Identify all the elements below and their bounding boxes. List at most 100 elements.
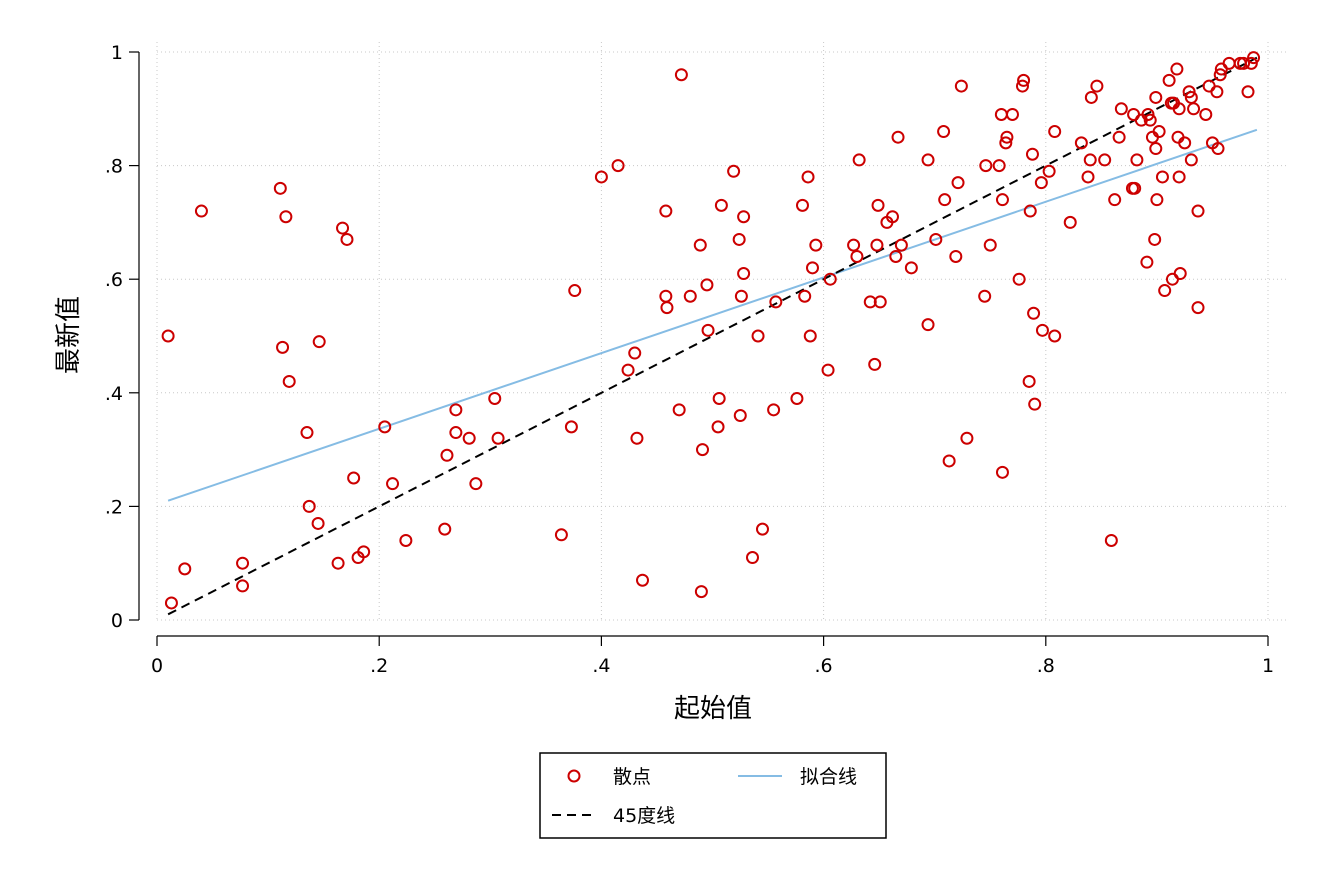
x-axis: 0 .2 .4 .6 .8 1: [151, 635, 1274, 677]
scatter-point: [194, 204, 208, 218]
scatter-point: [312, 335, 326, 349]
scatter-point: [863, 295, 877, 309]
scatter-point: [938, 193, 952, 207]
scatter-point: [336, 221, 350, 235]
scatter-point: [282, 374, 296, 388]
scatter-point: [979, 159, 993, 173]
scatter-point: [1083, 153, 1097, 167]
scatter-point: [1158, 284, 1172, 298]
x-axis-title: 起始值: [674, 694, 752, 724]
scatter-point: [994, 107, 1008, 121]
scatter-point: [734, 289, 748, 303]
scatter-point: [564, 420, 578, 434]
scatter-point: [628, 346, 642, 360]
scatter-point: [711, 420, 725, 434]
scatter-point: [1148, 232, 1162, 246]
scatter-point: [929, 232, 943, 246]
scatter-point: [440, 448, 454, 462]
scatter-point: [630, 431, 644, 445]
scatter-point: [696, 443, 710, 457]
scatter-point: [1152, 125, 1166, 139]
y-tick-label: .2: [105, 496, 123, 518]
scatter-point: [700, 278, 714, 292]
y-tick-label: .4: [105, 383, 123, 405]
scatter-point: [1222, 56, 1236, 70]
scatter-point: [1048, 125, 1062, 139]
scatter-point: [1191, 301, 1205, 315]
scatter-point: [340, 232, 354, 246]
scatter-point: [873, 295, 887, 309]
scatter-point: [1162, 73, 1176, 87]
scatter-point: [795, 198, 809, 212]
scatter-point: [847, 238, 861, 252]
y-axis: 0 .2 .4 .6 .8 1: [105, 42, 140, 632]
scatter-point: [1165, 272, 1179, 286]
scatter-point: [1210, 85, 1224, 99]
scatter-point: [273, 181, 287, 195]
scatter-point: [399, 533, 413, 547]
scatter-point: [1149, 90, 1163, 104]
scatter-point: [1199, 107, 1213, 121]
scatter-point: [491, 431, 505, 445]
scatter-point: [279, 210, 293, 224]
scatter-point: [1112, 130, 1126, 144]
gridlines: [156, 42, 1287, 621]
x-tick-label: 0: [151, 655, 163, 677]
x-tick-label: 1: [1262, 655, 1274, 677]
scatter-point: [1090, 79, 1104, 93]
line-series: [167, 56, 1258, 616]
legend-fit-label: 拟合线: [800, 766, 857, 788]
scatter-point: [554, 528, 568, 542]
scatter-point: [921, 318, 935, 332]
scatter-point: [1022, 374, 1036, 388]
scatter-point: [449, 403, 463, 417]
scatter-point: [1130, 153, 1144, 167]
scatter-point: [1023, 204, 1037, 218]
scatter-point: [568, 284, 582, 298]
scatter-point: [276, 340, 290, 354]
scatter-point: [302, 499, 316, 513]
scatter-point: [178, 562, 192, 576]
scatter-point: [488, 391, 502, 405]
scatter-point: [1244, 56, 1258, 70]
scatter-point: [357, 545, 371, 559]
scatter-point: [660, 301, 674, 315]
y-tick-label: .6: [105, 269, 123, 291]
scatter-point: [1178, 136, 1192, 150]
scatter-point: [712, 391, 726, 405]
scatter-point: [798, 289, 812, 303]
scatter-point: [737, 210, 751, 224]
scatter-point: [755, 522, 769, 536]
scatter-point: [983, 238, 997, 252]
legend-diag-label: 45度线: [613, 805, 675, 827]
diagonal-45-line: [167, 56, 1258, 616]
scatter-point: [1211, 142, 1225, 156]
scatter-point: [1084, 90, 1098, 104]
scatter-point: [1149, 142, 1163, 156]
scatter-point: [636, 573, 650, 587]
scatter-point: [745, 551, 759, 565]
scatter-point: [236, 556, 250, 570]
scatter-point: [1098, 153, 1112, 167]
legend-box: [539, 752, 887, 839]
scatter-point: [921, 153, 935, 167]
scatter-point: [1027, 306, 1041, 320]
scatter-point: [1017, 73, 1031, 87]
legend-scatter-marker: [567, 769, 581, 783]
legend: 散点 拟合线 45度线: [539, 752, 887, 839]
scatter-point: [751, 329, 765, 343]
scatter-point: [1143, 113, 1157, 127]
scatter-point: [999, 136, 1013, 150]
scatter-point: [694, 585, 708, 599]
scatter-point: [868, 357, 882, 371]
x-tick-label: .8: [1037, 655, 1055, 677]
scatter-point: [767, 403, 781, 417]
scatter-point: [801, 170, 815, 184]
scatter-point: [1182, 85, 1196, 99]
scatter-point: [1247, 51, 1261, 65]
scatter-point: [311, 516, 325, 530]
scatter-point: [891, 130, 905, 144]
scatter-point: [1173, 267, 1187, 281]
scatter-point: [1034, 176, 1048, 190]
